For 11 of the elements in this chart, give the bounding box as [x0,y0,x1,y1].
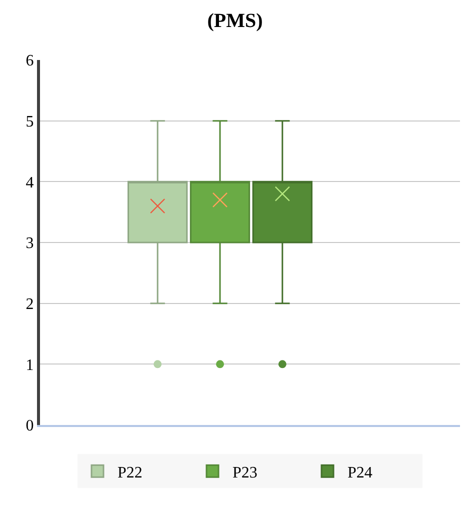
y-tick-label: 6 [26,52,34,70]
y-tick-label: 5 [26,113,34,130]
legend-label: P24 [348,464,372,482]
y-tick-label: 3 [26,235,34,252]
y-tick-label: 2 [26,296,34,313]
y-tick-label: 4 [26,174,34,192]
legend-label: P23 [232,464,258,482]
y-tick-label: 0 [26,418,34,435]
legend-label: P22 [118,464,142,482]
chart-title: (PMS) [207,10,263,32]
y-tick-label: 1 [26,356,34,374]
